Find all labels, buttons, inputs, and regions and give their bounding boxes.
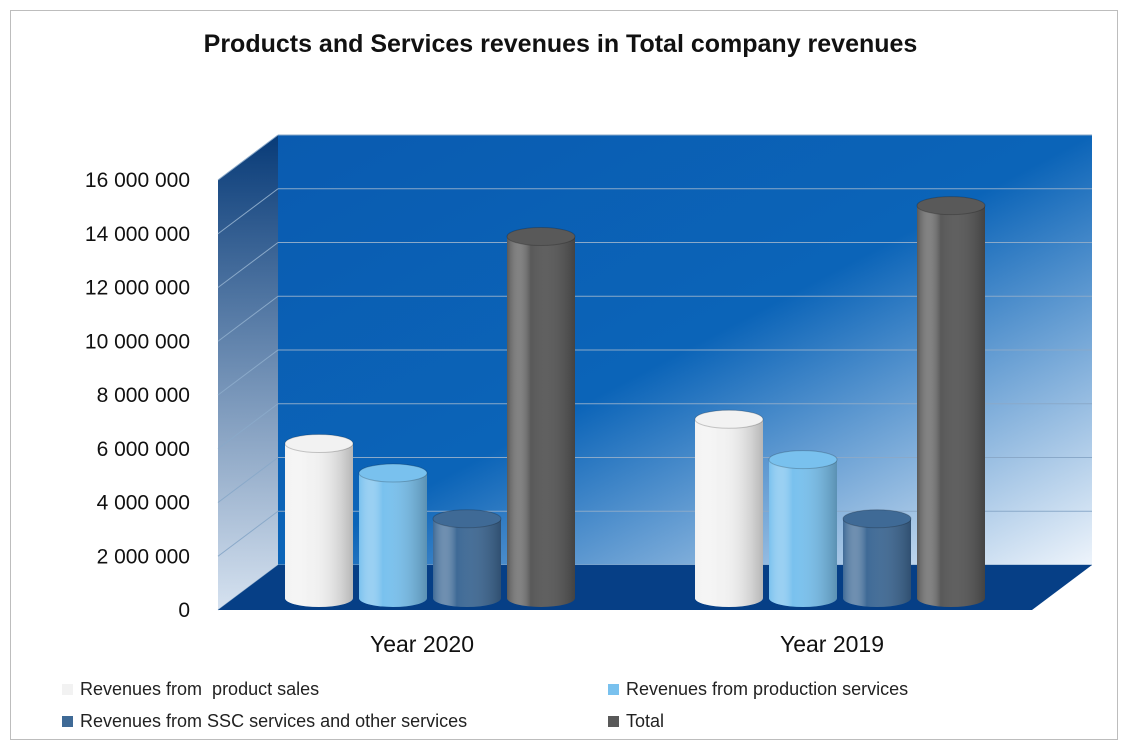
gridline-side <box>217 349 279 396</box>
y-tick-label: 8 000 000 <box>97 384 190 407</box>
bar-cap <box>768 450 838 470</box>
bar-shade <box>433 518 501 607</box>
bar-shade <box>917 205 985 607</box>
bar-cap <box>284 433 354 453</box>
gridline-side <box>217 403 279 450</box>
y-tick-label: 0 <box>178 599 190 622</box>
chart-title: Products and Services revenues in Total … <box>203 30 918 58</box>
y-tick-label: 10 000 000 <box>85 330 190 353</box>
bar-1-2 <box>842 509 912 607</box>
bar-shade <box>695 419 763 607</box>
bar-cap <box>506 227 576 247</box>
y-tick-label: 12 000 000 <box>85 277 190 300</box>
gridline-side <box>217 295 279 342</box>
bar-cap <box>842 509 912 529</box>
x-tick-label: Year 2019 <box>780 631 884 657</box>
bar-shade <box>285 443 353 607</box>
bar-cap <box>432 509 502 529</box>
bar-cap <box>916 196 986 216</box>
bar-0-0 <box>284 433 354 607</box>
bar-1-0 <box>694 409 764 607</box>
y-tick-label: 14 000 000 <box>85 223 190 246</box>
bar-cap <box>694 409 764 429</box>
y-tick-label: 6 000 000 <box>97 438 190 461</box>
y-tick-label: 16 000 000 <box>85 169 190 192</box>
gridline-side <box>217 457 279 503</box>
gridline-side <box>217 510 279 557</box>
bar-shade <box>359 473 427 607</box>
y-tick-label: 2 000 000 <box>97 545 190 568</box>
bar-0-2 <box>432 509 502 607</box>
bar-shade <box>769 459 837 607</box>
bar-1-3 <box>916 196 986 607</box>
bar-shade <box>507 236 575 607</box>
gridline-side <box>217 242 279 288</box>
bar-0-3 <box>506 227 576 607</box>
y-tick-label: 4 000 000 <box>97 492 190 515</box>
bar-0-1 <box>358 463 428 607</box>
gridline-side <box>217 188 279 235</box>
bar-cap <box>358 463 428 483</box>
bar-shade <box>843 518 911 607</box>
bar-1-1 <box>768 450 838 607</box>
x-tick-label: Year 2020 <box>370 631 474 657</box>
gridline-side <box>217 134 279 181</box>
